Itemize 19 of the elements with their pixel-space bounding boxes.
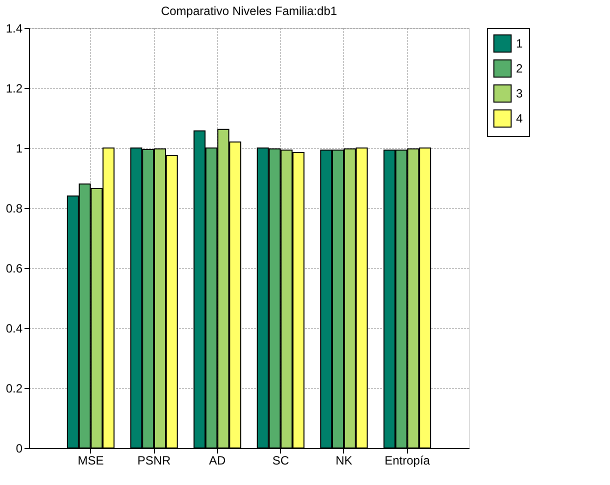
legend-label: 4 — [516, 112, 523, 126]
x-tick-label: SC — [272, 454, 290, 468]
y-tick-label: 0.2 — [6, 382, 23, 396]
legend-label: 3 — [516, 86, 523, 100]
x-tick-label: NK — [336, 454, 352, 468]
x-tick-label: Entropía — [384, 454, 430, 468]
y-tick-label: 0.8 — [6, 202, 23, 216]
y-tick-label: 1 — [16, 142, 23, 156]
chart-title: Comparativo Niveles Familia:db1 — [160, 4, 338, 18]
legend-label: 2 — [516, 62, 523, 76]
y-tick-label: 0 — [16, 442, 23, 456]
x-tick-label: PSNR — [137, 454, 172, 468]
y-tick-label: 1.4 — [6, 22, 23, 36]
y-tick-label: 0.6 — [6, 262, 23, 276]
x-tick-label: AD — [209, 454, 226, 468]
y-tick-label: 1.2 — [6, 82, 23, 96]
x-tick-label: MSE — [78, 454, 104, 468]
y-tick-label: 0.4 — [6, 322, 23, 336]
legend-label: 1 — [516, 36, 523, 50]
